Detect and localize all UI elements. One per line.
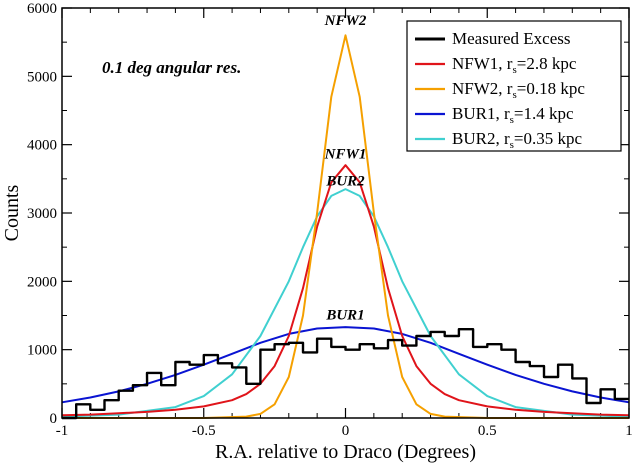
- y-tick-label: 6000: [27, 1, 57, 17]
- resolution-annotation: 0.1 deg angular res.: [102, 58, 241, 77]
- x-axis-title: R.A. relative to Draco (Degrees): [215, 441, 476, 463]
- series-line-nfw2: [62, 34, 629, 419]
- plot-frame: [61, 7, 630, 419]
- legend-entry-bur2: BUR2, rs=0.35 kpc: [452, 129, 582, 151]
- curve-label-bur2: BUR2: [325, 174, 365, 190]
- series-line-nfw1: [61, 164, 630, 417]
- y-axis: 0 1000 2000 3000 4000 5000 6000: [27, 1, 629, 427]
- legend-entry-nfw2: NFW2, rs=0.18 kpc: [452, 79, 585, 101]
- y-tick-label: 0: [50, 411, 58, 427]
- y-tick-label: 1000: [27, 343, 57, 359]
- curve-labels: NFW2 NFW1 BUR2 BUR1: [324, 13, 367, 324]
- curve-label-nfw2: NFW2: [324, 13, 367, 29]
- y-tick-label: 3000: [27, 206, 57, 222]
- x-tick-label: 1: [625, 423, 633, 439]
- series-line-bur1: [61, 326, 630, 404]
- x-tick-label: 0: [342, 423, 350, 439]
- series-layer: [61, 34, 630, 420]
- curve-label-nfw1: NFW1: [324, 146, 367, 162]
- x-tick-label: -0.5: [192, 423, 216, 439]
- legend-box: [406, 20, 622, 152]
- legend-entry-measured-excess: Measured Excess: [452, 29, 571, 48]
- y-tick-label: 2000: [27, 274, 57, 290]
- x-tick-label: 0.5: [478, 423, 497, 439]
- legend: Measured Excess NFW1, rs=2.8 kpc NFW2, rs=…: [406, 20, 622, 152]
- y-axis-title: Counts: [1, 184, 23, 241]
- legend-entry-nfw1: NFW1, rs=2.8 kpc: [452, 54, 577, 76]
- curve-label-bur1: BUR1: [325, 308, 364, 324]
- series-line-bur2: [61, 188, 630, 418]
- x-tick-label: -1: [56, 423, 69, 439]
- y-tick-label: 5000: [27, 69, 57, 85]
- legend-entry-bur1: BUR1, rs=1.4 kpc: [452, 104, 574, 126]
- y-tick-label: 4000: [27, 138, 57, 154]
- series-line-measured-excess: [62, 328, 629, 420]
